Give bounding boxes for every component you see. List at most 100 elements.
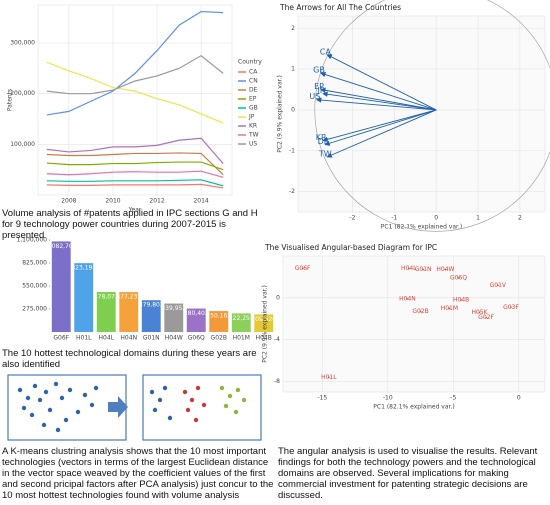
series-line	[46, 137, 224, 164]
arrow-label: KR	[316, 133, 327, 142]
y-axis-label: PC2 (9.9% explained var.)	[277, 75, 284, 153]
x-tick-label: H04L	[99, 335, 115, 342]
bar	[119, 292, 139, 332]
arrow	[326, 54, 437, 111]
legend-label: CN	[249, 78, 258, 85]
legend-label: EP	[249, 96, 257, 103]
point	[407, 267, 410, 270]
point	[497, 284, 499, 287]
x-tick-label: H04W	[165, 335, 183, 342]
series-line	[46, 61, 224, 124]
bar	[254, 314, 274, 332]
caption: Volume analysis of #patents applied in I…	[2, 208, 258, 241]
value-label: 1,082,700	[46, 243, 77, 250]
series-line	[46, 161, 224, 171]
arrow	[315, 97, 437, 111]
y-tick-label: 300,000	[10, 40, 35, 47]
x-axis-label: PC1 (82.1% explained var.)	[381, 224, 462, 231]
value-label: 823,193	[71, 265, 96, 272]
x-tick-label: 2008	[61, 198, 76, 205]
y-tick-label: 275,000	[22, 306, 47, 313]
legend-label: DE	[249, 87, 258, 94]
y-tick-label: 1	[291, 66, 295, 73]
y-tick-label: 200,000	[10, 90, 35, 97]
plot-area	[282, 255, 546, 393]
y-tick-label: 1,100,000	[16, 237, 47, 244]
value-label: 477,232	[116, 294, 141, 301]
point-label: H04W	[436, 266, 454, 273]
chart-title: The Visualised Angular-based Diagram for…	[264, 243, 437, 252]
y-tick-label: -2	[289, 188, 295, 195]
point	[422, 268, 424, 271]
value-label: 280,402	[184, 310, 209, 317]
legend-label: KR	[249, 123, 257, 130]
caption: The angular analysis is used to visualis…	[278, 446, 538, 501]
legend-label: GB	[249, 105, 258, 112]
plot-area	[37, 4, 233, 196]
legend-label: JP	[248, 114, 255, 121]
x-tick-label: H01L	[76, 335, 92, 342]
x-tick-label: 2	[518, 215, 522, 222]
point	[460, 299, 462, 301]
x-tick-label: H04N	[120, 335, 137, 342]
arrow-label: GB	[313, 66, 325, 75]
arrow-label: DE	[318, 137, 329, 146]
point	[510, 306, 512, 309]
bar	[141, 300, 161, 332]
point	[328, 376, 330, 379]
arrow	[320, 87, 437, 111]
y-tick-label: -4	[274, 336, 280, 343]
point	[448, 307, 451, 310]
arrow-label: TW	[318, 149, 332, 158]
y-tick-label: 100,000	[10, 141, 35, 148]
x-tick-label: G06F	[53, 335, 69, 342]
chart-title: The Arrows for All The Countries	[279, 3, 401, 12]
caption: The 10 hottest technological domains dur…	[2, 348, 257, 370]
kmeans-illustration	[7, 374, 262, 441]
x-tick-label: G01N	[143, 335, 160, 342]
series-line	[46, 170, 224, 178]
y-tick-label: -1	[289, 147, 295, 154]
point-label: G06F	[295, 265, 311, 272]
point	[485, 316, 487, 319]
x-tick-label: 0	[434, 215, 438, 222]
y-tick-label: 550,000	[22, 283, 47, 290]
point	[478, 311, 481, 314]
point-label: H04N	[399, 295, 416, 302]
x-tick-label: -5	[450, 395, 456, 402]
point-label: G06Q	[450, 274, 467, 281]
y-axis-label: Patents	[7, 89, 14, 111]
series-line	[46, 179, 224, 187]
y-axis-label: PC2 (9.9% explained var.)	[262, 285, 269, 363]
point	[419, 310, 422, 313]
point	[301, 267, 304, 270]
point	[444, 268, 447, 271]
x-tick-label: 2014	[193, 198, 208, 205]
bar	[96, 292, 116, 332]
arrow	[322, 91, 437, 111]
value-label: 478,073	[94, 294, 119, 301]
point-label: G02B	[412, 308, 428, 315]
series-line	[46, 183, 224, 189]
x-tick-label: -15	[317, 395, 327, 402]
series-line	[46, 54, 224, 95]
x-tick-label: H01M	[233, 335, 250, 342]
bar	[231, 313, 251, 332]
x-tick-label: -10	[383, 395, 393, 402]
bar	[51, 241, 71, 332]
arrow-label: US	[309, 92, 320, 101]
x-tick-label: 2012	[149, 198, 164, 205]
y-tick-label: 0	[291, 106, 295, 113]
series-line	[46, 152, 224, 176]
value-label: 250,162	[206, 313, 231, 320]
legend-title: Country	[238, 59, 262, 66]
y-tick-label: -8	[274, 378, 280, 385]
arrow-label: CA	[320, 47, 332, 56]
arrow	[320, 71, 437, 111]
arrow	[324, 109, 437, 146]
point	[457, 277, 460, 279]
x-tick-label: 0	[517, 395, 521, 402]
x-tick-label: H04B	[256, 335, 272, 342]
bar	[186, 308, 206, 332]
